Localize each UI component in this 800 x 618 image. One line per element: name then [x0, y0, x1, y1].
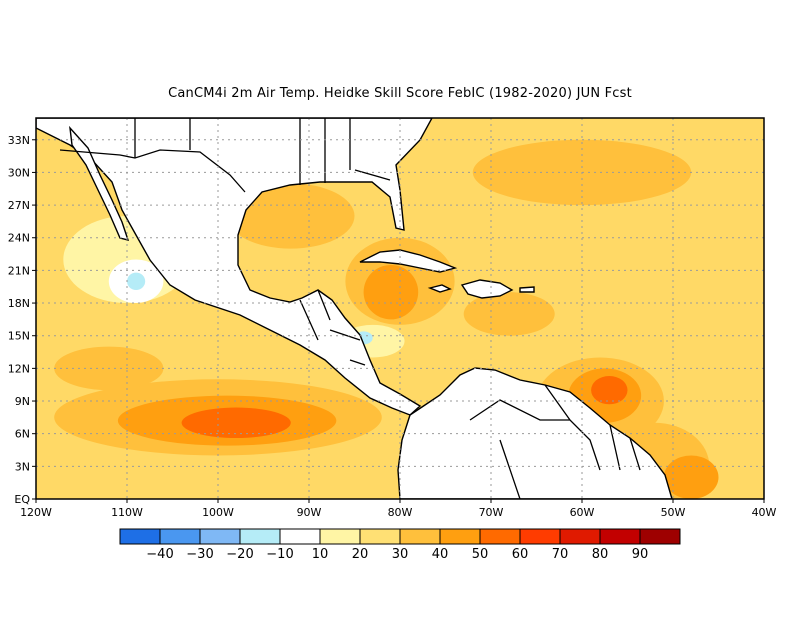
hispaniola-land [460, 279, 514, 299]
skill-region-7 [363, 264, 419, 320]
lat-tick-label: 15N [8, 330, 30, 343]
colorbar-bin-6 [359, 528, 401, 545]
colorbar-bin-3 [239, 528, 281, 545]
lat-tick-label: 18N [8, 297, 30, 310]
colorbar-bin-4 [279, 528, 321, 545]
colorbar-label: 70 [552, 547, 569, 562]
longitude-axis: 120W 110W 100W 90W 80W 70W 60W 50W 40W [20, 499, 777, 519]
skill-region-8 [227, 183, 355, 249]
lon-tick-label: 50W [661, 506, 686, 519]
colorbar [119, 528, 681, 545]
central-america-borders [299, 289, 366, 366]
lon-tick-label: 60W [570, 506, 595, 519]
skill-region-2 [181, 407, 291, 439]
colorbar-bin-13 [639, 528, 681, 545]
baja-california-land [69, 125, 130, 241]
lat-tick-label: 3N [15, 460, 30, 473]
skill-region-13 [463, 292, 555, 336]
puerto-rico-land [519, 286, 535, 293]
colorbar-labels: −40 −30 −20 −10 10 20 30 40 50 60 70 80 90 [146, 547, 648, 562]
colorbar-bin-7 [399, 528, 441, 545]
lat-tick-label: EQ [14, 493, 30, 506]
colorbar-label: 10 [312, 547, 329, 562]
colorbar-label: −10 [266, 547, 293, 562]
skill-region-16 [127, 272, 146, 290]
skill-region-5 [591, 375, 628, 405]
lat-tick-label: 33N [8, 134, 30, 147]
map-title: CanCM4i 2m Air Temp. Heidke Skill Score … [168, 86, 632, 101]
us-state-lines [134, 118, 391, 185]
colorbar-bin-2 [199, 528, 241, 545]
colorbar-label: −40 [146, 547, 173, 562]
colorbar-label: 60 [512, 547, 529, 562]
colorbar-label: 80 [592, 547, 609, 562]
country-borders [59, 118, 641, 499]
lat-tick-label: 30N [8, 166, 30, 179]
graticule [36, 118, 764, 499]
colorbar-label: 30 [392, 547, 409, 562]
colorbar-label: 40 [432, 547, 449, 562]
lat-tick-label: 6N [15, 428, 30, 441]
lon-tick-label: 90W [297, 506, 322, 519]
colorbar-label: 90 [632, 547, 649, 562]
lon-tick-label: 110W [111, 506, 143, 519]
colorbar-label: −30 [186, 547, 213, 562]
colorbar-label: −20 [226, 547, 253, 562]
colorbar-label: 50 [472, 547, 489, 562]
colorbar-bin-9 [479, 528, 521, 545]
skill-region-10 [663, 455, 719, 499]
colorbar-label: 20 [352, 547, 369, 562]
lat-tick-label: 27N [8, 199, 30, 212]
lon-tick-label: 100W [202, 506, 234, 519]
lat-tick-label: 12N [8, 362, 30, 375]
colorbar-bin-10 [519, 528, 561, 545]
lat-tick-label: 21N [8, 264, 30, 277]
colorbar-bin-5 [319, 528, 361, 545]
lon-tick-label: 70W [479, 506, 504, 519]
lon-tick-label: 40W [752, 506, 777, 519]
lon-tick-label: 120W [20, 506, 52, 519]
latitude-axis: EQ 3N 6N 9N 12N 15N 18N 21N 24N 27N 30N 33N [8, 134, 36, 506]
colorbar-bin-8 [439, 528, 481, 545]
south-america-borders [469, 384, 641, 499]
north-america-land [36, 118, 433, 416]
plot-area [36, 118, 764, 499]
lon-tick-label: 80W [388, 506, 413, 519]
us-mexico-border [59, 149, 246, 193]
colorbar-bin-12 [599, 528, 641, 545]
jamaica-land [427, 284, 452, 293]
cuba-land [359, 249, 458, 273]
colorbar-bin-1 [159, 528, 201, 545]
colorbar-bin-11 [559, 528, 601, 545]
lat-tick-label: 9N [15, 395, 30, 408]
colorbar-bin-0 [119, 528, 161, 545]
lat-tick-label: 24N [8, 232, 30, 245]
